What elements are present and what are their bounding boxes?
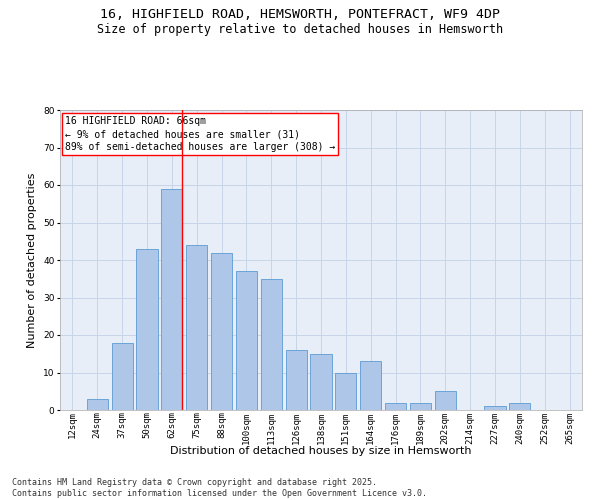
X-axis label: Distribution of detached houses by size in Hemsworth: Distribution of detached houses by size …: [170, 446, 472, 456]
Bar: [161, 188, 182, 410]
Text: Contains HM Land Registry data © Crown copyright and database right 2025.
Contai: Contains HM Land Registry data © Crown c…: [12, 478, 427, 498]
Bar: [211, 252, 232, 410]
Text: 16 HIGHFIELD ROAD: 66sqm
← 9% of detached houses are smaller (31)
89% of semi-de: 16 HIGHFIELD ROAD: 66sqm ← 9% of detache…: [65, 116, 335, 152]
Bar: [87, 399, 108, 410]
Bar: [186, 245, 207, 410]
Bar: [310, 354, 332, 410]
Bar: [335, 372, 356, 410]
Bar: [509, 402, 530, 410]
Bar: [435, 391, 456, 410]
Bar: [236, 271, 257, 410]
Bar: [286, 350, 307, 410]
Text: 16, HIGHFIELD ROAD, HEMSWORTH, PONTEFRACT, WF9 4DP: 16, HIGHFIELD ROAD, HEMSWORTH, PONTEFRAC…: [100, 8, 500, 20]
Bar: [261, 279, 282, 410]
Bar: [360, 361, 381, 410]
Y-axis label: Number of detached properties: Number of detached properties: [28, 172, 37, 348]
Bar: [136, 248, 158, 410]
Text: Size of property relative to detached houses in Hemsworth: Size of property relative to detached ho…: [97, 22, 503, 36]
Bar: [112, 342, 133, 410]
Bar: [385, 402, 406, 410]
Bar: [410, 402, 431, 410]
Bar: [484, 406, 506, 410]
